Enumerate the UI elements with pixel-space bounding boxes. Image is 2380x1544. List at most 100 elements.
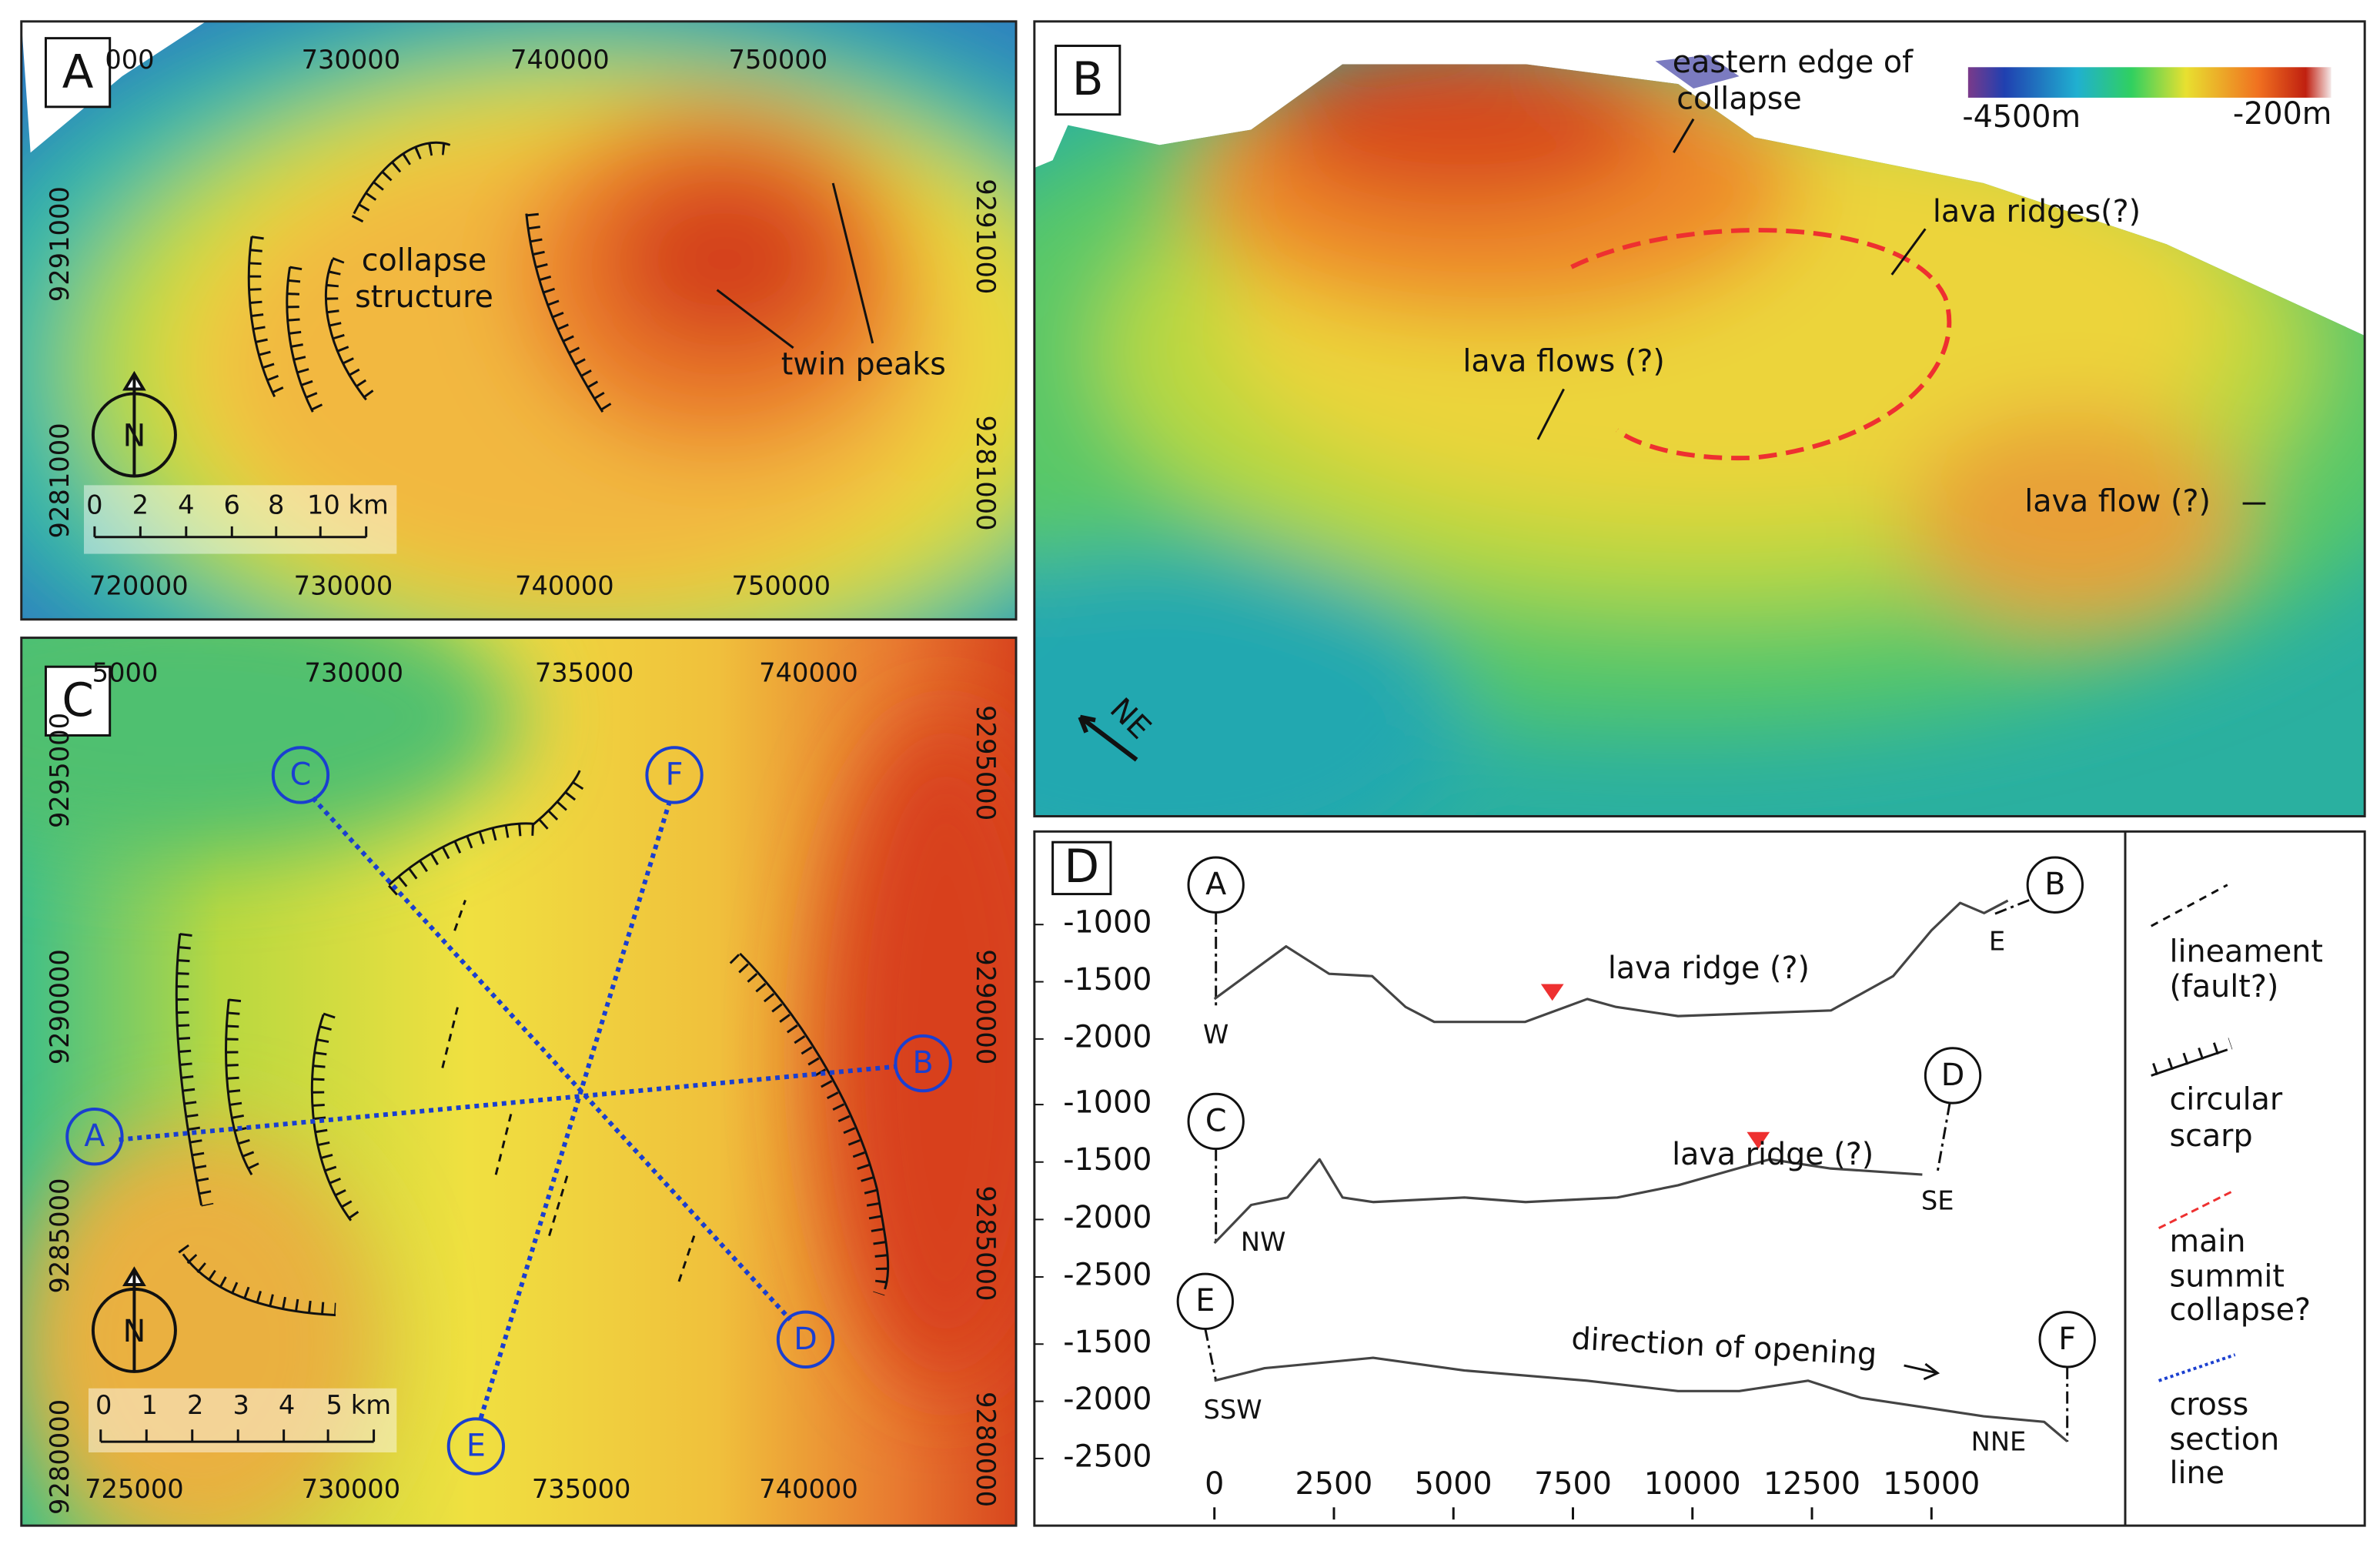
- colorbar-label: -200m: [2233, 96, 2332, 132]
- annotation: lava ridge (?): [1608, 951, 1810, 986]
- legend-label: lineament: [2169, 934, 2322, 969]
- leaders-b: [1536, 118, 2266, 505]
- legend-label: main: [2169, 1224, 2245, 1259]
- map-tick-label: 730000: [294, 571, 393, 601]
- profile-end-ticks: [1204, 899, 2069, 1442]
- y-tick-label: -2500: [1063, 1439, 1152, 1474]
- map-tick-label: 750000: [729, 45, 828, 75]
- frame-c: [20, 637, 1018, 1527]
- legend-label: scarp: [2169, 1118, 2252, 1154]
- scale-label: 8: [268, 490, 284, 520]
- y-tick-label: -1500: [1063, 1325, 1152, 1360]
- map-tick-label: 740000: [759, 1474, 858, 1504]
- map-tick-label: 9280000: [45, 1399, 75, 1515]
- scale-bar-a: [93, 526, 368, 539]
- section-point-label: E: [466, 1429, 486, 1464]
- section-point-label: B: [913, 1045, 934, 1081]
- panel-label: C: [62, 674, 94, 727]
- map-tick-label: 9290000: [45, 949, 75, 1064]
- legend-label: collapse?: [2169, 1292, 2311, 1328]
- map-tick-label: 9285000: [45, 1178, 75, 1294]
- north-arrow-a: [122, 370, 146, 476]
- annotation: eastern edge of: [1673, 45, 1914, 80]
- legend-label: line: [2169, 1455, 2225, 1491]
- profile-line: [1213, 1158, 1923, 1245]
- legend-label: summit: [2169, 1259, 2285, 1295]
- y-tick-label: -1500: [1063, 1142, 1152, 1178]
- panel-label-box: [1051, 841, 1112, 896]
- scale-bg-a: [84, 485, 397, 554]
- section-circles: [65, 746, 952, 1475]
- map-c: [21, 637, 1017, 1526]
- y-tick-label: -1000: [1063, 905, 1152, 941]
- summit-collapse-line: [1570, 228, 1952, 461]
- map-tick-label: 9280000: [971, 1392, 1001, 1507]
- scale-label: 2: [187, 1390, 203, 1420]
- legend-label: section: [2169, 1422, 2279, 1458]
- x-tick-label: 12500: [1763, 1466, 1860, 1502]
- direction-label: E: [1989, 926, 2005, 956]
- scarps-a: [247, 141, 874, 416]
- profile-end-label: B: [2044, 867, 2065, 902]
- map-tick-label: 720000: [89, 571, 189, 601]
- map-tick-label: 730000: [305, 658, 404, 688]
- panel-label-box: [44, 665, 112, 737]
- map-tick-label: 740000: [515, 571, 614, 601]
- direction-label: SE: [1921, 1185, 1954, 1215]
- map-tick-label: 750000: [732, 571, 831, 601]
- map-tick-label: 740000: [759, 658, 858, 688]
- section-point-label: A: [84, 1118, 105, 1154]
- annotation: twin peaks: [781, 346, 946, 382]
- profile-end-circles: [1176, 856, 2096, 1369]
- direction-label: W: [1203, 1019, 1228, 1049]
- annotation: collapse: [1676, 81, 1802, 116]
- map-tick-label: 9281000: [45, 423, 75, 538]
- scale-label: 4: [178, 490, 194, 520]
- scale-label: 3: [232, 1390, 249, 1420]
- map-tick-label: 000: [105, 45, 154, 75]
- map-tick-label: 725000: [85, 1474, 184, 1504]
- x-tick-label: 2500: [1295, 1466, 1373, 1502]
- section-point-label: D: [794, 1322, 817, 1357]
- map-tick-label: 735000: [532, 1474, 631, 1504]
- scale-label: 4: [279, 1390, 295, 1420]
- panel-label-box: [44, 37, 112, 109]
- north-label: N: [123, 1314, 146, 1349]
- y-tick-label: -2000: [1063, 1382, 1152, 1417]
- map-tick-label: 730000: [302, 45, 401, 75]
- annotation: lava flow (?): [2024, 484, 2211, 520]
- annotation: lava ridges(?): [1933, 194, 2141, 229]
- map-tick-label: 9291000: [971, 179, 1001, 294]
- map-tick-label: 740000: [510, 45, 610, 75]
- x-tick-label: 15000: [1883, 1466, 1980, 1502]
- opening-arrow: [1904, 1362, 1940, 1381]
- profile-end-label: F: [2058, 1322, 2076, 1357]
- panel-label: B: [1072, 53, 1104, 106]
- legend-label: circular: [2169, 1082, 2282, 1118]
- legend-label: cross: [2169, 1387, 2248, 1422]
- map-tick-label: 9291000: [45, 186, 75, 302]
- direction-label: SSW: [1203, 1395, 1262, 1425]
- panel-label: A: [62, 45, 94, 99]
- colorbar: [1967, 67, 2332, 98]
- y-tick-label: -2000: [1063, 1019, 1152, 1054]
- scale-bar-c: [99, 1429, 376, 1443]
- scale-label: 0: [86, 490, 102, 520]
- map-tick-label: 730000: [302, 1474, 401, 1504]
- scale-label: 1: [142, 1390, 158, 1420]
- colorbar-label: -4500m: [1962, 99, 2081, 135]
- direction-label: NW: [1241, 1227, 1286, 1257]
- annotation: structure: [355, 279, 493, 315]
- y-tick-label: -2500: [1063, 1258, 1152, 1293]
- profile-end-label: A: [1205, 867, 1226, 902]
- edge-patch: [1655, 55, 1740, 89]
- map-tick-label: 9295000: [45, 713, 75, 828]
- x-tick-label: 10000: [1644, 1466, 1741, 1502]
- map-tick-label: 735000: [535, 658, 634, 688]
- frame-b: [1033, 20, 2366, 817]
- profile-end-label: E: [1195, 1283, 1215, 1318]
- scale-label: 0: [95, 1390, 112, 1420]
- scale-label: 6: [224, 490, 240, 520]
